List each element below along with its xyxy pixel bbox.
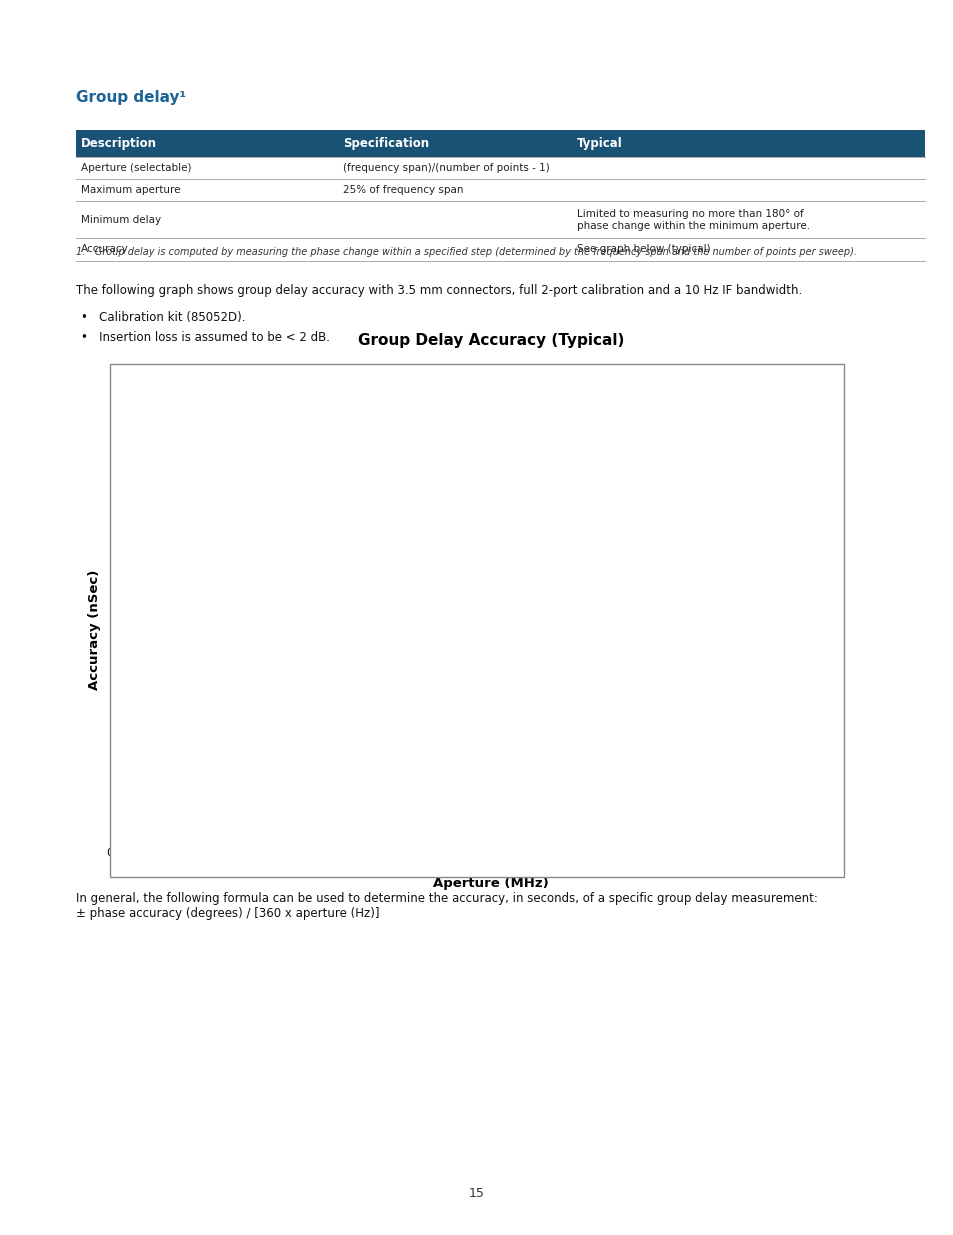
Text: Aperture (selectable): Aperture (selectable) bbox=[81, 163, 192, 173]
Y-axis label: Accuracy (nSec): Accuracy (nSec) bbox=[88, 569, 101, 690]
Text: Group Delay Accuracy (Typical): Group Delay Accuracy (Typical) bbox=[357, 333, 624, 348]
Text: (frequency span)/(number of points - 1): (frequency span)/(number of points - 1) bbox=[343, 163, 550, 173]
Text: •   Insertion loss is assumed to be < 2 dB.: • Insertion loss is assumed to be < 2 dB… bbox=[81, 331, 330, 345]
Text: •   Calibration kit (85052D).: • Calibration kit (85052D). bbox=[81, 311, 245, 325]
Text: The following graph shows group delay accuracy with 3.5 mm connectors, full 2-po: The following graph shows group delay ac… bbox=[76, 284, 801, 298]
Text: See graph below (typical): See graph below (typical) bbox=[577, 245, 710, 254]
Text: Description: Description bbox=[81, 137, 157, 149]
Text: Accuracy: Accuracy bbox=[81, 245, 129, 254]
Text: 25% of frequency span: 25% of frequency span bbox=[343, 185, 463, 195]
Text: Specification: Specification bbox=[343, 137, 429, 149]
X-axis label: Aperture (MHz): Aperture (MHz) bbox=[433, 877, 549, 890]
Text: Frequency = 1 GHz
S11 = 0, S21 = 1; S12 = 0; S22 = 0
IF Bandwidth = 10 Hz; Avera: Frequency = 1 GHz S11 = 0, S21 = 1; S12 … bbox=[161, 799, 464, 839]
Text: Maximum aperture: Maximum aperture bbox=[81, 185, 180, 195]
Text: In general, the following formula can be used to determine the accuracy, in seco: In general, the following formula can be… bbox=[76, 892, 818, 920]
Text: 15: 15 bbox=[469, 1187, 484, 1200]
Title: E5063A 2H5 Full Two Port Cal Using  85052D: E5063A 2H5 Full Two Port Cal Using 85052… bbox=[367, 394, 615, 404]
Text: Group delay¹: Group delay¹ bbox=[76, 90, 186, 105]
Text: 1.   Group delay is computed by measuring the phase change within a specified st: 1. Group delay is computed by measuring … bbox=[76, 247, 857, 257]
Text: Minimum delay: Minimum delay bbox=[81, 215, 161, 225]
Text: Limited to measuring no more than 180° of
phase change within the minimum apertu: Limited to measuring no more than 180° o… bbox=[577, 209, 809, 231]
Text: Typical: Typical bbox=[577, 137, 622, 149]
